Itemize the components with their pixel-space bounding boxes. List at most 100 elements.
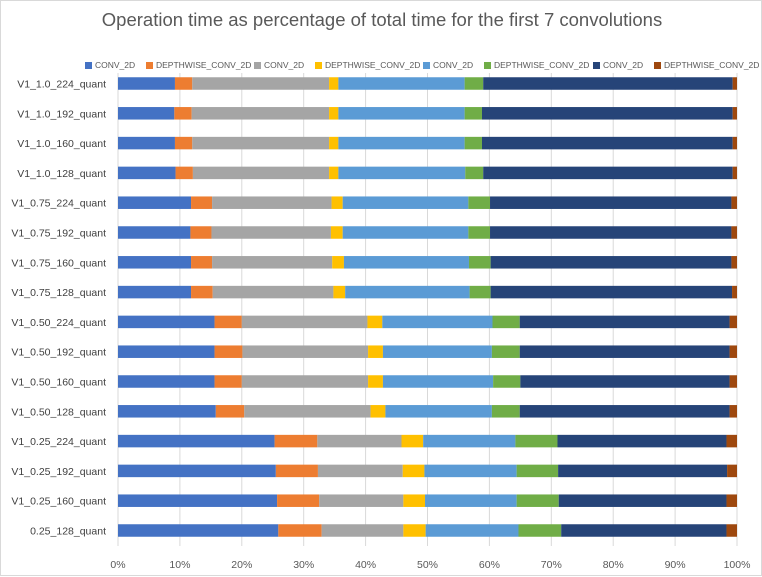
- bar-segment: [519, 405, 730, 418]
- y-category-label: V1_0.50_224_quant: [11, 317, 106, 329]
- bar-segment: [241, 375, 369, 388]
- bar-segment: [118, 166, 176, 180]
- bar-segment: [490, 256, 732, 269]
- y-category-label: V1_0.50_160_quant: [11, 377, 106, 389]
- bar-segment: [118, 285, 192, 299]
- y-category-label: V1_0.50_128_quant: [11, 406, 106, 418]
- bar-segment: [382, 345, 492, 358]
- legend-label: DEPTHWISE_CONV_2D: [156, 60, 252, 70]
- bar-segment: [731, 226, 737, 239]
- x-tick-label: 40%: [355, 559, 376, 571]
- bar-segment: [468, 226, 491, 239]
- y-category-label: V1_0.25_192_quant: [11, 466, 106, 478]
- bar-segment: [732, 107, 737, 120]
- bar-segment: [277, 494, 320, 507]
- bar-segment: [342, 196, 469, 209]
- bar-segment: [382, 315, 493, 329]
- bar-segment: [558, 494, 727, 507]
- bar-segment: [727, 464, 737, 478]
- x-tick-label: 80%: [603, 559, 624, 571]
- bar-segment: [118, 375, 215, 388]
- y-category-label: V1_0.25_224_quant: [11, 436, 106, 448]
- legend-swatch: [146, 61, 153, 69]
- bar-segment: [464, 77, 484, 90]
- bar-segment: [519, 345, 730, 358]
- legend-label: CONV_2D: [603, 60, 644, 70]
- bar-segment: [516, 494, 559, 507]
- bar-segment: [425, 494, 517, 507]
- y-category-label: V1_1.0_160_quant: [17, 138, 106, 150]
- y-category-label: V1_1.0_128_quant: [17, 168, 106, 180]
- legend-label: CONV_2D: [264, 60, 305, 70]
- chart-title: Operation time as percentage of total ti…: [101, 9, 663, 30]
- y-category-label: V1_1.0_224_quant: [17, 79, 106, 91]
- bar-segment: [118, 524, 279, 537]
- legend-item: CONV_2D: [593, 58, 643, 72]
- bar-segment: [726, 524, 737, 537]
- bar-segment: [490, 285, 733, 299]
- bar-segment: [241, 315, 368, 329]
- bar-segment: [242, 345, 369, 358]
- bar-segment: [191, 285, 213, 299]
- legend-item: DEPTHWISE_CONV_2D: [654, 58, 759, 72]
- bar-segment: [729, 345, 737, 358]
- legend-swatch: [593, 61, 600, 69]
- bar-segment: [332, 256, 344, 269]
- bar-segment: [244, 405, 371, 418]
- bar-segment: [175, 166, 193, 180]
- legend-label: CONV_2D: [433, 60, 474, 70]
- bar-segment: [275, 464, 318, 478]
- bar-segment: [331, 196, 343, 209]
- bar-segment: [491, 405, 520, 418]
- y-category-label: V1_0.75_192_quant: [11, 228, 106, 240]
- bar-segment: [174, 77, 193, 90]
- bar-segment: [732, 166, 737, 180]
- bar-segment: [118, 494, 278, 507]
- x-tick-label: 90%: [665, 559, 686, 571]
- bar-segment: [212, 256, 333, 269]
- bar-segment: [118, 315, 215, 329]
- bar-segment: [732, 285, 737, 299]
- legend-label: DEPTHWISE_CONV_2D: [664, 60, 760, 70]
- bar-segment: [557, 434, 727, 448]
- bar-segment: [385, 405, 492, 418]
- y-category-label: V1_0.75_128_quant: [11, 287, 106, 299]
- bar-segment: [423, 434, 516, 448]
- legend-item: CONV_2D: [423, 58, 473, 72]
- y-category-label: V1_0.25_160_quant: [11, 496, 106, 508]
- legend-swatch: [423, 61, 430, 69]
- legend-item: CONV_2D: [85, 58, 135, 72]
- bar-segment: [468, 256, 491, 269]
- y-category-label: V1_1.0_192_quant: [17, 108, 106, 120]
- bar-segment: [118, 226, 191, 239]
- bar-segment: [118, 107, 175, 120]
- bar-segment: [515, 434, 558, 448]
- x-tick-label: 0%: [110, 559, 125, 571]
- bar-segment: [338, 77, 465, 90]
- chart-legend: CONV_2D DEPTHWISE_CONV_2D CONV_2D DEPTHWISE…: [1, 58, 762, 72]
- bar-segment: [731, 256, 737, 269]
- bar-segment: [464, 136, 482, 150]
- bar-segment: [342, 226, 469, 239]
- bar-segment: [345, 285, 470, 299]
- bar-segment: [191, 256, 213, 269]
- bar-segment: [368, 375, 383, 388]
- bar-segment: [211, 226, 331, 239]
- bar-segment: [214, 375, 242, 388]
- bar-segment: [483, 77, 733, 90]
- y-category-label: V1_0.50_192_quant: [11, 347, 106, 359]
- bar-segment: [516, 464, 559, 478]
- x-tick-label: 10%: [169, 559, 190, 571]
- bar-segment: [732, 136, 737, 150]
- y-category-label: V1_0.75_160_quant: [11, 257, 106, 269]
- bar-segment: [469, 285, 491, 299]
- bar-segment: [214, 315, 242, 329]
- x-tick-label: 100%: [724, 559, 751, 571]
- y-category-label: V1_0.75_224_quant: [11, 198, 106, 210]
- bar-segment: [274, 434, 318, 448]
- bar-segment: [118, 136, 175, 150]
- bar-segment: [490, 196, 732, 209]
- bar-segment: [343, 256, 469, 269]
- bar-segment: [370, 405, 386, 418]
- bar-segment: [212, 285, 334, 299]
